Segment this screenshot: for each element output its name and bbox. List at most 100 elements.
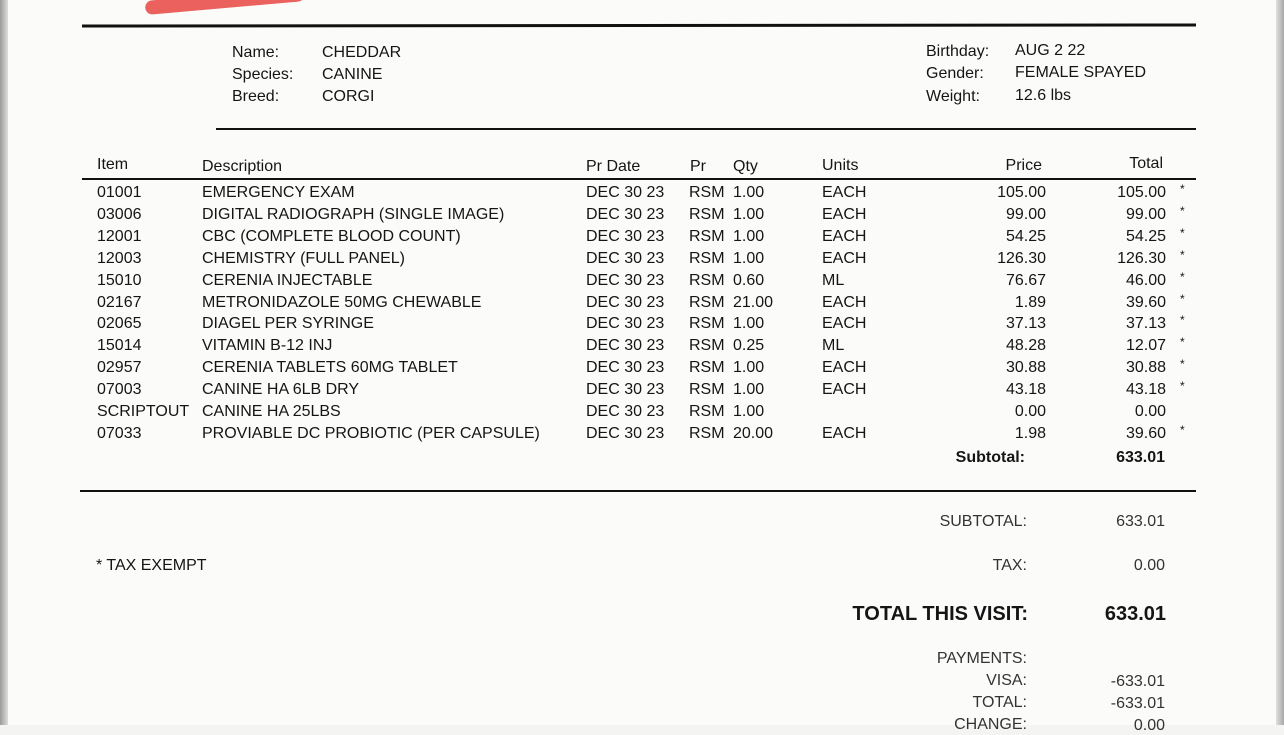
cell-flag: * <box>1180 247 1185 262</box>
summary-rule <box>80 490 1196 492</box>
cell-units: EACH <box>822 293 867 311</box>
cell-price: 126.30 <box>997 249 1046 267</box>
cell-units: EACH <box>822 205 867 223</box>
cell-price: 37.13 <box>1005 315 1046 333</box>
cell-pr-date: DEC 30 23 <box>586 359 665 377</box>
cell-total: 30.88 <box>1125 359 1166 377</box>
cell-description: CBC (COMPLETE BLOOD COUNT) <box>202 227 461 245</box>
cell-pr-date: DEC 30 23 <box>586 271 665 289</box>
cell-pr: RSM <box>689 337 725 355</box>
cell-units: EACH <box>822 249 867 267</box>
paid-total-value: -633.01 <box>1110 695 1165 712</box>
cell-price: 1.89 <box>1014 293 1046 311</box>
cell-units: ML <box>822 271 845 289</box>
cell-pr: RSM <box>689 315 725 333</box>
summary-subtotal-value: 633.01 <box>1116 513 1165 530</box>
paper-edge-right <box>1276 0 1284 725</box>
cell-total: 46.00 <box>1125 271 1166 289</box>
cell-pr-date: DEC 30 23 <box>586 403 665 420</box>
cell-price: 54.25 <box>1005 227 1046 245</box>
gender-label: Gender: <box>926 65 984 82</box>
cell-pr-date: DEC 30 23 <box>586 293 665 311</box>
cell-description: CANINE HA 25LBS <box>202 403 341 420</box>
total-visit-value: 633.01 <box>1104 603 1166 625</box>
cell-total: 99.00 <box>1125 205 1166 223</box>
weight-label: Weight: <box>926 88 980 105</box>
total-visit-label: TOTAL THIS VISIT: <box>852 603 1028 625</box>
paid-total-label: TOTAL: <box>972 694 1027 711</box>
cell-item: 15010 <box>97 271 142 289</box>
cell-units: EACH <box>822 227 867 245</box>
species-value: CANINE <box>322 66 383 83</box>
cell-item: 07003 <box>97 381 142 399</box>
cell-pr: RSM <box>689 271 725 289</box>
cell-item: 12003 <box>97 249 142 267</box>
cell-qty: 21.00 <box>733 293 774 311</box>
header-qty: Qty <box>733 158 758 175</box>
cell-pr-date: DEC 30 23 <box>586 337 665 355</box>
cell-pr: RSM <box>689 359 725 377</box>
cell-description: CERENIA TABLETS 60MG TABLET <box>202 359 458 377</box>
summary-subtotal-label: SUBTOTAL: <box>939 513 1027 530</box>
cell-pr: RSM <box>689 381 725 399</box>
cell-pr-date: DEC 30 23 <box>586 315 665 333</box>
cell-total: 39.60 <box>1125 424 1166 442</box>
weight-value: 12.6 lbs <box>1015 87 1072 104</box>
birthday-label: Birthday: <box>926 43 990 60</box>
header-description: Description <box>202 158 283 175</box>
cell-qty: 1.00 <box>733 315 765 333</box>
visa-value: -633.01 <box>1110 673 1165 690</box>
cell-qty: 1.00 <box>733 184 765 201</box>
cell-flag: * <box>1180 182 1185 196</box>
cell-price: 30.88 <box>1005 359 1046 377</box>
cell-item: 02065 <box>97 315 142 333</box>
cell-total: 39.60 <box>1125 293 1166 311</box>
name-value: CHEDDAR <box>322 44 402 61</box>
cell-qty: 1.00 <box>733 227 765 245</box>
cell-pr: RSM <box>689 403 725 420</box>
cell-description: CANINE HA 6LB DRY <box>202 381 360 399</box>
cell-description: CERENIA INJECTABLE <box>202 271 373 289</box>
cell-flag: * <box>1180 225 1185 240</box>
cell-description: DIGITAL RADIOGRAPH (SINGLE IMAGE) <box>202 205 505 223</box>
cell-units: EACH <box>822 359 867 377</box>
cell-description: VITAMIN B-12 INJ <box>202 337 333 355</box>
cell-pr: RSM <box>689 424 725 442</box>
cell-units: EACH <box>822 184 867 201</box>
cell-units: EACH <box>822 381 867 399</box>
header-pr: Pr <box>690 158 706 175</box>
cell-pr: RSM <box>689 249 725 267</box>
cell-item: 01001 <box>97 184 142 201</box>
cell-total: 54.25 <box>1125 227 1166 245</box>
cell-flag: * <box>1180 269 1185 284</box>
cell-price: 48.28 <box>1005 337 1046 355</box>
cell-pr: RSM <box>689 293 725 311</box>
species-label: Species: <box>232 66 294 83</box>
cell-item: 02167 <box>97 293 142 311</box>
cell-total: 126.30 <box>1117 249 1166 267</box>
cell-item: 02957 <box>97 359 142 377</box>
cell-total: 37.13 <box>1125 315 1166 333</box>
patient-rule <box>216 128 1196 130</box>
cell-pr-date: DEC 30 23 <box>586 424 665 442</box>
cell-total: 12.07 <box>1125 337 1166 355</box>
cell-pr-date: DEC 30 23 <box>586 381 665 399</box>
cell-flag: * <box>1180 379 1185 394</box>
cell-item: 03006 <box>97 205 142 223</box>
cell-pr-date: DEC 30 23 <box>586 205 665 223</box>
cell-qty: 1.00 <box>733 381 765 399</box>
cell-total: 105.00 <box>1117 184 1166 201</box>
cell-item: 12001 <box>97 227 142 245</box>
name-label: Name: <box>232 44 280 61</box>
birthday-value: AUG 2 22 <box>1015 42 1086 59</box>
cell-qty: 20.00 <box>733 424 774 442</box>
cell-pr: RSM <box>689 184 725 201</box>
cell-total: 43.18 <box>1125 381 1166 399</box>
header-price: Price <box>1005 157 1042 174</box>
cell-units: EACH <box>822 315 867 333</box>
cell-pr: RSM <box>689 205 725 223</box>
invoice-page <box>8 0 1276 725</box>
visa-label: VISA: <box>986 672 1027 689</box>
cell-pr-date: DEC 30 23 <box>586 227 665 245</box>
cell-qty: 1.00 <box>733 249 765 267</box>
